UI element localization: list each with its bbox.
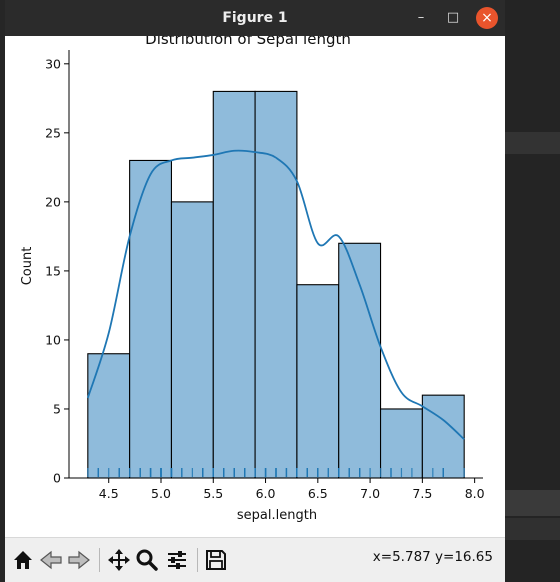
- x-tick-label: 6.0: [256, 486, 276, 501]
- y-tick-label: 0: [53, 471, 61, 486]
- histogram-bar: [296, 284, 340, 479]
- histogram-chart[interactable]: 4.5 5.0 5.5 6.0 6.5 7.0 7.5 8.0 0 5 10 15 20 25 30 Di…: [5, 30, 505, 536]
- save-icon[interactable]: [204, 548, 228, 572]
- y-tick-label: 30: [45, 56, 61, 71]
- home-icon[interactable]: [11, 548, 35, 572]
- title-bar[interactable]: Figure 1 – □ ×: [5, 0, 505, 36]
- histogram-bar: [170, 201, 214, 479]
- histogram-bars: [87, 90, 465, 479]
- kde-line: [86, 149, 465, 441]
- rug-marks: [87, 468, 465, 477]
- window-title: Figure 1: [222, 10, 288, 26]
- background-left: [0, 0, 5, 582]
- y-tick-label: 5: [53, 401, 61, 416]
- navigation-toolbar: x=5.787 y=16.65: [5, 537, 505, 582]
- x-axis-label: sepal.length: [237, 508, 317, 523]
- histogram-bar: [421, 394, 465, 479]
- forward-icon[interactable]: [67, 548, 91, 572]
- toolbar-separator: [99, 548, 100, 572]
- histogram-bar: [87, 353, 131, 479]
- histogram-bar: [254, 90, 298, 479]
- chart-title: Distribution of Sepal length: [145, 36, 351, 48]
- pan-icon[interactable]: [107, 548, 131, 572]
- background-strip: [505, 490, 560, 516]
- maximize-button[interactable]: □: [446, 10, 460, 25]
- x-tick-label: 7.5: [412, 486, 432, 501]
- x-tick-label: 4.5: [99, 486, 119, 501]
- close-button[interactable]: ×: [476, 7, 498, 29]
- y-tick-label: 20: [45, 194, 61, 209]
- back-icon[interactable]: [39, 548, 63, 572]
- x-tick-label: 8.0: [465, 486, 485, 501]
- background-strip: [505, 518, 560, 540]
- histogram-bar: [379, 408, 423, 479]
- configure-subplots-icon[interactable]: [165, 548, 189, 572]
- axes-frame: [68, 50, 483, 479]
- histogram-bar: [338, 242, 382, 479]
- y-axis-label: Count: [20, 247, 35, 286]
- histogram-bar: [129, 159, 173, 479]
- plot-canvas[interactable]: 4.5 5.0 5.5 6.0 6.5 7.0 7.5 8.0 0 5 10 15 20 25 30 Di…: [5, 30, 505, 536]
- minimize-button[interactable]: –: [417, 10, 425, 25]
- histogram-bar: [212, 90, 256, 479]
- x-tick-label: 5.0: [151, 486, 171, 501]
- toolbar-separator: [197, 548, 198, 572]
- x-tick-label: 5.5: [203, 486, 223, 501]
- cursor-coordinates: x=5.787 y=16.65: [372, 549, 493, 565]
- y-tick-label: 15: [45, 263, 61, 278]
- x-tick-label: 6.5: [308, 486, 328, 501]
- x-tick-label: 7.0: [360, 486, 380, 501]
- background-strip: [505, 132, 560, 154]
- background-right: [505, 0, 560, 582]
- x-axis-ticks: 4.5 5.0 5.5 6.0 6.5 7.0 7.5 8.0: [99, 478, 485, 501]
- y-axis-ticks: 0 5 10 15 20 25 30: [45, 56, 69, 486]
- zoom-icon[interactable]: [135, 548, 159, 572]
- figure-window: Figure 1 – □ × 4.5 5.0 5.5 6.0 6.5 7.0 7.5 8.0 …: [5, 0, 505, 582]
- y-tick-label: 25: [45, 125, 61, 140]
- y-tick-label: 10: [45, 332, 61, 347]
